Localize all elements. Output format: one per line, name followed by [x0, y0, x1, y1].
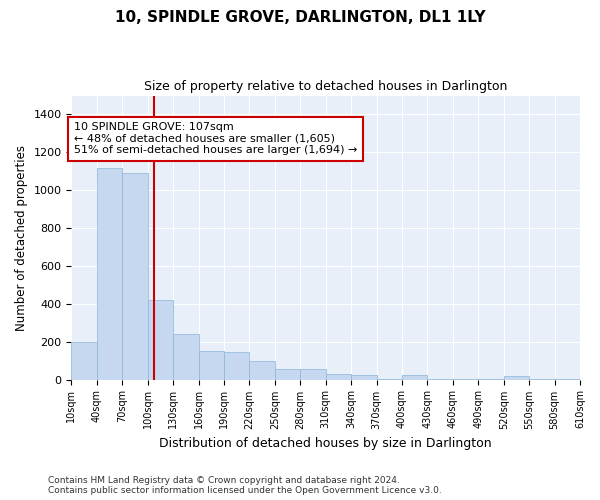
X-axis label: Distribution of detached houses by size in Darlington: Distribution of detached houses by size … — [160, 437, 492, 450]
Bar — [275, 369, 300, 380]
Text: Contains HM Land Registry data © Crown copyright and database right 2024.
Contai: Contains HM Land Registry data © Crown c… — [48, 476, 442, 495]
Bar — [529, 378, 554, 380]
Bar — [71, 342, 97, 380]
Bar — [326, 374, 351, 380]
Text: 10 SPINDLE GROVE: 107sqm
← 48% of detached houses are smaller (1,605)
51% of sem: 10 SPINDLE GROVE: 107sqm ← 48% of detach… — [74, 122, 358, 156]
Title: Size of property relative to detached houses in Darlington: Size of property relative to detached ho… — [144, 80, 508, 93]
Bar — [250, 360, 275, 380]
Bar — [224, 352, 250, 380]
Bar — [504, 376, 529, 380]
Bar — [377, 378, 402, 380]
Bar — [554, 378, 580, 380]
Bar — [478, 378, 504, 380]
Bar — [97, 168, 122, 380]
Bar — [199, 351, 224, 380]
Bar — [427, 378, 453, 380]
Bar — [173, 334, 199, 380]
Bar — [122, 173, 148, 380]
Bar — [300, 369, 326, 380]
Y-axis label: Number of detached properties: Number of detached properties — [15, 144, 28, 330]
Bar — [148, 300, 173, 380]
Text: 10, SPINDLE GROVE, DARLINGTON, DL1 1LY: 10, SPINDLE GROVE, DARLINGTON, DL1 1LY — [115, 10, 485, 25]
Bar — [453, 378, 478, 380]
Bar — [351, 375, 377, 380]
Bar — [402, 375, 427, 380]
